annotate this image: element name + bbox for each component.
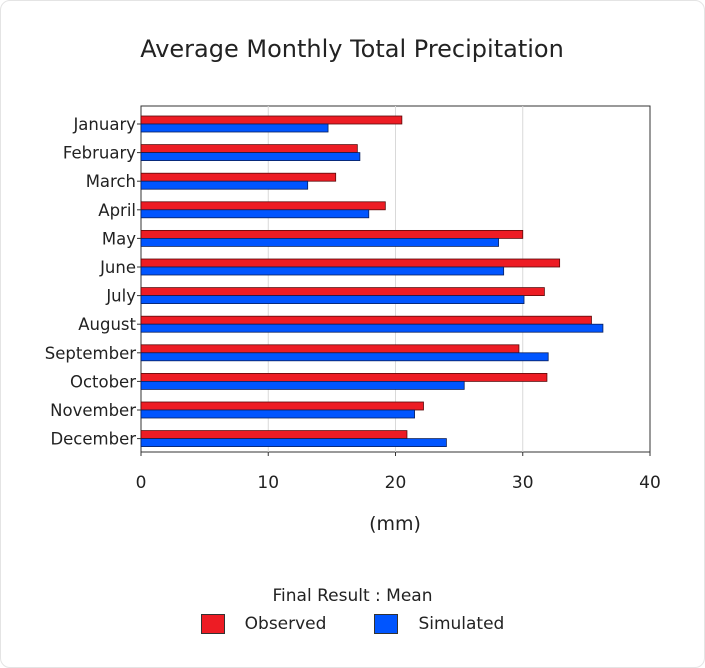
y-tick-label: November <box>50 401 136 420</box>
bar-chart: Average Monthly Total Precipitation Janu… <box>45 35 661 535</box>
legend-title: Final Result : Mean <box>272 586 433 606</box>
simulated-swatch <box>374 614 399 634</box>
bar-observed[interactable] <box>140 315 592 325</box>
bar-simulated[interactable] <box>140 323 604 333</box>
bar-observed[interactable] <box>140 172 337 182</box>
x-axis-label: (mm) <box>369 513 421 535</box>
legend-label-observed: Observed <box>244 614 327 634</box>
bar-simulated[interactable] <box>140 237 499 247</box>
bar-simulated[interactable] <box>140 438 447 448</box>
x-axis: 0 10 20 30 40 <box>136 452 661 493</box>
legend-item-observed[interactable]: Observed <box>200 614 327 634</box>
bar-simulated[interactable] <box>140 209 370 219</box>
chart-title: Average Monthly Total Precipitation <box>140 35 564 63</box>
x-tick-label: 10 <box>257 473 279 493</box>
legend: Final Result : Mean Observed Simulated <box>0 586 705 634</box>
bar-simulated[interactable] <box>140 152 361 162</box>
y-tick-label: July <box>105 287 136 306</box>
bar-observed[interactable] <box>140 229 524 239</box>
y-tick-label: June <box>99 258 136 277</box>
bar-observed[interactable] <box>140 115 403 125</box>
x-tick-label: 30 <box>512 473 534 493</box>
y-tick-label: October <box>70 372 136 391</box>
y-tick-label: April <box>98 201 136 220</box>
x-tick-label: 40 <box>639 473 661 493</box>
bar-observed[interactable] <box>140 401 424 411</box>
bar-observed[interactable] <box>140 258 561 268</box>
y-tick-label: March <box>86 172 136 191</box>
legend-item-simulated[interactable]: Simulated <box>374 614 504 634</box>
x-tick-label: 0 <box>136 473 147 493</box>
bar-observed[interactable] <box>140 144 358 154</box>
bar-simulated[interactable] <box>140 352 549 362</box>
grid-lines <box>267 106 524 452</box>
y-tick-label: September <box>45 344 136 363</box>
y-tick-label: May <box>102 229 136 248</box>
y-tick-label: August <box>78 315 136 334</box>
bar-observed[interactable] <box>140 287 545 297</box>
bar-simulated[interactable] <box>140 380 465 390</box>
bar-observed[interactable] <box>140 372 548 382</box>
bars <box>140 115 604 448</box>
bar-simulated[interactable] <box>140 180 309 190</box>
bar-observed[interactable] <box>140 201 386 211</box>
y-axis: January February March April May June July Augu… <box>45 115 141 449</box>
bar-observed[interactable] <box>140 344 520 354</box>
legend-label-simulated: Simulated <box>418 614 505 634</box>
observed-swatch <box>200 614 225 634</box>
bar-simulated[interactable] <box>140 409 415 419</box>
legend-items: Observed Simulated <box>0 614 705 634</box>
bar-simulated[interactable] <box>140 123 329 133</box>
bar-simulated[interactable] <box>140 266 505 276</box>
bar-simulated[interactable] <box>140 295 525 305</box>
y-tick-label: January <box>72 115 136 134</box>
y-tick-label: February <box>63 144 136 163</box>
bar-observed[interactable] <box>140 430 408 440</box>
y-tick-label: December <box>50 430 136 449</box>
x-tick-label: 20 <box>385 473 407 493</box>
